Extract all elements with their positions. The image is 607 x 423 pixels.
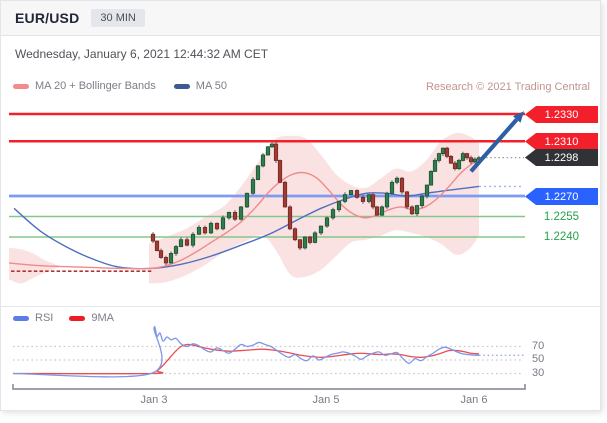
rsi-legend: RSI 9MA (13, 312, 114, 324)
ma50-swatch-icon (173, 83, 190, 89)
legend-item-9ma: 9MA (69, 312, 114, 324)
timeframe-badge: 30 MIN (91, 9, 145, 27)
trading-central-chart-card: EUR/USD 30 MIN Wednesday, January 6, 202… (0, 0, 601, 411)
support-label-mid: 1.2255 (543, 210, 580, 223)
resistance-tag-lower: 1.2310 (525, 133, 598, 150)
x-axis-label-jan3: Jan 3 (140, 394, 168, 406)
resistance-tag-upper: 1.2330 (525, 106, 598, 123)
price-chart-canvas (8, 111, 525, 284)
rsi-scale-30: 30 (532, 367, 545, 379)
last-price-tag: 1.2298 (525, 149, 598, 166)
rsi-scale-70: 70 (532, 340, 545, 352)
symbol-title: EUR/USD (15, 10, 80, 26)
price-chart-panel: MA 20 + Bollinger Bands MA 50 Research ©… (1, 72, 600, 306)
legend-item-ma20-bollinger: MA 20 + Bollinger Bands (13, 80, 156, 92)
rsi-panel: RSI 9MA 70 50 30 Jan 3 Jan 5 Jan 6 (1, 306, 600, 410)
attribution-text: Research © 2021 Trading Central (425, 81, 590, 93)
date-line: Wednesday, January 6, 2021 12:44:32 AM C… (15, 47, 269, 61)
legend-item-ma50: MA 50 (173, 80, 227, 92)
nine-ma-swatch-icon (69, 315, 86, 321)
x-axis-label-jan5: Jan 5 (312, 394, 340, 406)
support-label-low: 1.2240 (543, 230, 580, 243)
support-tag: 1.2270 (525, 188, 598, 205)
legend-label-ma50: MA 50 (195, 80, 227, 92)
rsi-scale-50: 50 (532, 353, 545, 365)
legend-label-rsi: RSI (35, 312, 54, 324)
ma20-bollinger-swatch-icon (13, 83, 29, 89)
legend-label-ma20-bollinger: MA 20 + Bollinger Bands (35, 80, 156, 92)
price-chart-legend: MA 20 + Bollinger Bands MA 50 (13, 80, 227, 92)
rsi-swatch-icon (13, 315, 29, 321)
legend-label-9ma: 9MA (91, 312, 114, 324)
rsi-canvas (12, 326, 526, 390)
legend-item-rsi: RSI (13, 312, 53, 324)
x-axis-label-jan6: Jan 6 (460, 394, 488, 406)
header-bar: EUR/USD 30 MIN (1, 1, 600, 36)
